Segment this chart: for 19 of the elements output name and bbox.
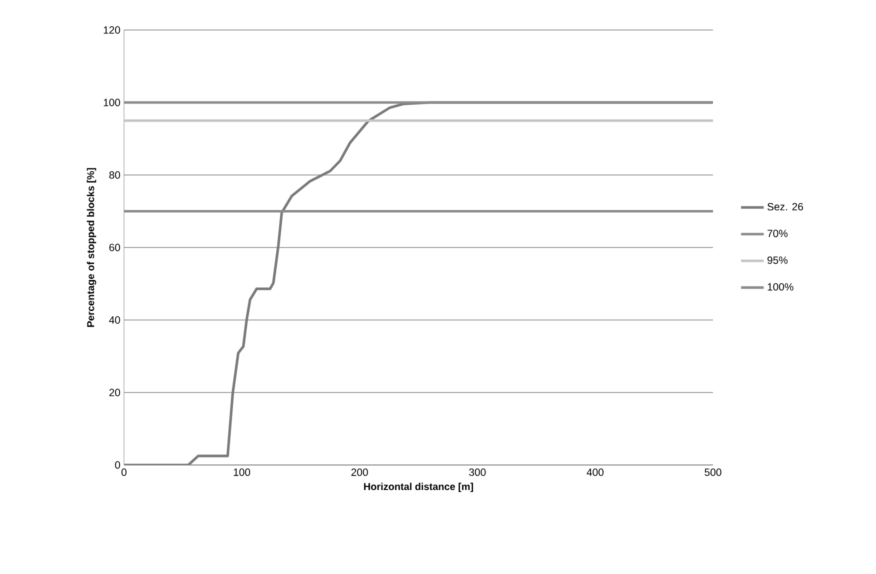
x-tick-label: 500 [704, 468, 722, 476]
y-axis-title: Percentage of stopped blocks [%] [86, 168, 96, 327]
y-tick-label: 100 [104, 98, 120, 106]
y-tick-label: 20 [109, 388, 120, 396]
legend-label: 95% [767, 256, 788, 264]
x-axis-title: Horizontal distance [m] [364, 482, 474, 492]
x-tick-label: 400 [586, 468, 604, 476]
y-tick-label: 40 [109, 316, 120, 324]
y-tick-label: 120 [104, 26, 120, 34]
legend-label: 100% [768, 283, 794, 291]
y-tick-label: 80 [109, 171, 120, 179]
x-tick-label: 0 [122, 468, 126, 476]
x-tick-label: 100 [234, 468, 250, 476]
legend-label: 70% [768, 230, 788, 238]
x-tick-label: 200 [351, 468, 368, 476]
legend-label: Sez. 26 [767, 203, 803, 210]
y-tick-label: 0 [115, 461, 120, 469]
x-tick-label: 300 [469, 468, 486, 476]
y-tick-label: 60 [109, 244, 120, 252]
